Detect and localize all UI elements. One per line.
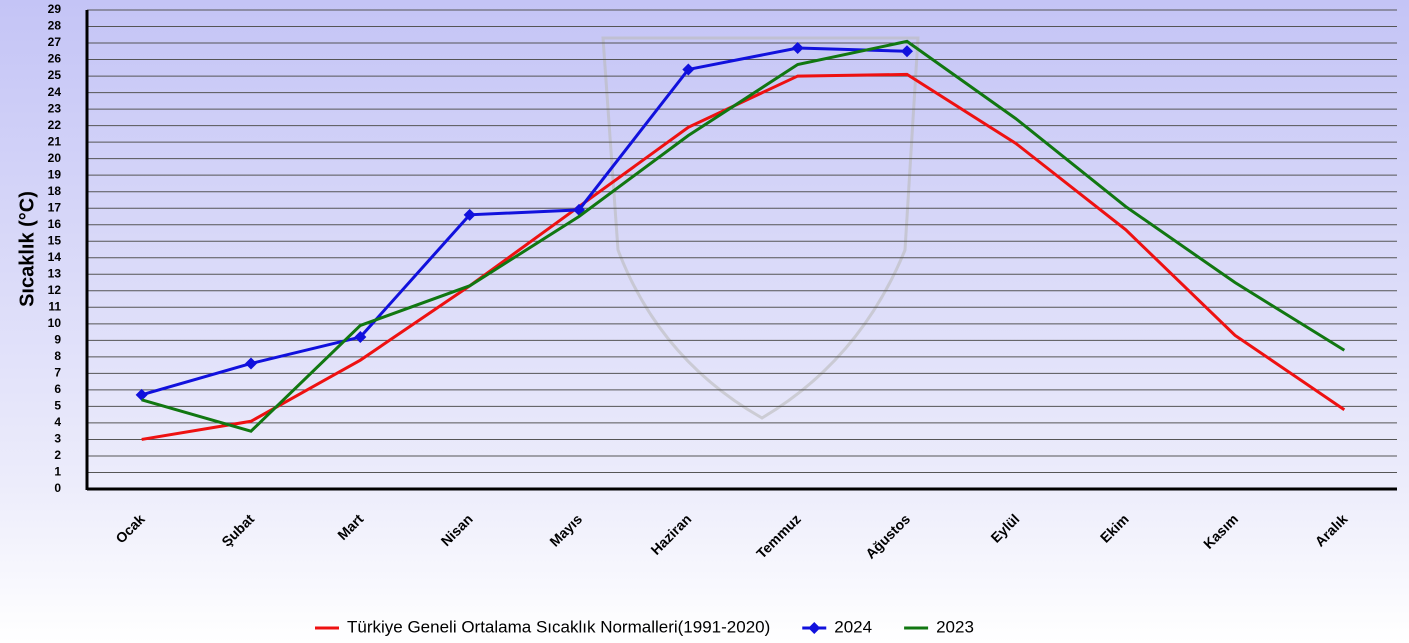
y-tick-label: 18 xyxy=(48,184,62,198)
y-tick-label: 17 xyxy=(48,200,62,214)
y-tick-label: 7 xyxy=(54,366,61,380)
y-tick-label: 4 xyxy=(54,415,61,429)
y-tick-label: 11 xyxy=(48,299,61,313)
y-tick-label: 12 xyxy=(48,283,62,297)
y-tick-label: 23 xyxy=(48,101,62,115)
y-tick-label: 27 xyxy=(48,35,62,49)
y-tick-label: 26 xyxy=(48,52,62,66)
y-tick-label: 5 xyxy=(54,399,61,413)
y-tick-label: 29 xyxy=(48,2,62,16)
y-tick-label: 3 xyxy=(54,432,61,446)
y-tick-label: 25 xyxy=(48,68,62,82)
chart: Sıcaklık (°C) 01234567891011121314151617… xyxy=(0,0,1409,643)
y-tick-label: 6 xyxy=(54,382,61,396)
y-tick-label: 13 xyxy=(48,266,62,280)
y-tick-label: 20 xyxy=(48,151,62,165)
legend-label: Türkiye Geneli Ortalama Sıcaklık Normall… xyxy=(347,617,770,636)
y-tick-label: 28 xyxy=(48,19,62,33)
legend-label: 2023 xyxy=(936,617,974,636)
y-tick-label: 19 xyxy=(48,167,62,181)
legend-label: 2024 xyxy=(834,617,872,636)
background xyxy=(0,0,1409,643)
y-tick-label: 14 xyxy=(48,250,62,264)
y-tick-label: 9 xyxy=(54,333,61,347)
y-tick-label: 16 xyxy=(48,217,62,231)
y-tick-label: 1 xyxy=(54,465,61,479)
y-tick-label: 10 xyxy=(48,316,62,330)
y-tick-label: 8 xyxy=(54,349,61,363)
y-tick-label: 24 xyxy=(48,85,62,99)
y-axis-label: Sıcaklık (°C) xyxy=(16,191,38,307)
y-tick-label: 0 xyxy=(54,481,61,495)
y-tick-label: 2 xyxy=(54,448,61,462)
y-tick-label: 22 xyxy=(48,118,62,132)
y-tick-label: 15 xyxy=(48,233,62,247)
y-tick-label: 21 xyxy=(48,134,62,148)
